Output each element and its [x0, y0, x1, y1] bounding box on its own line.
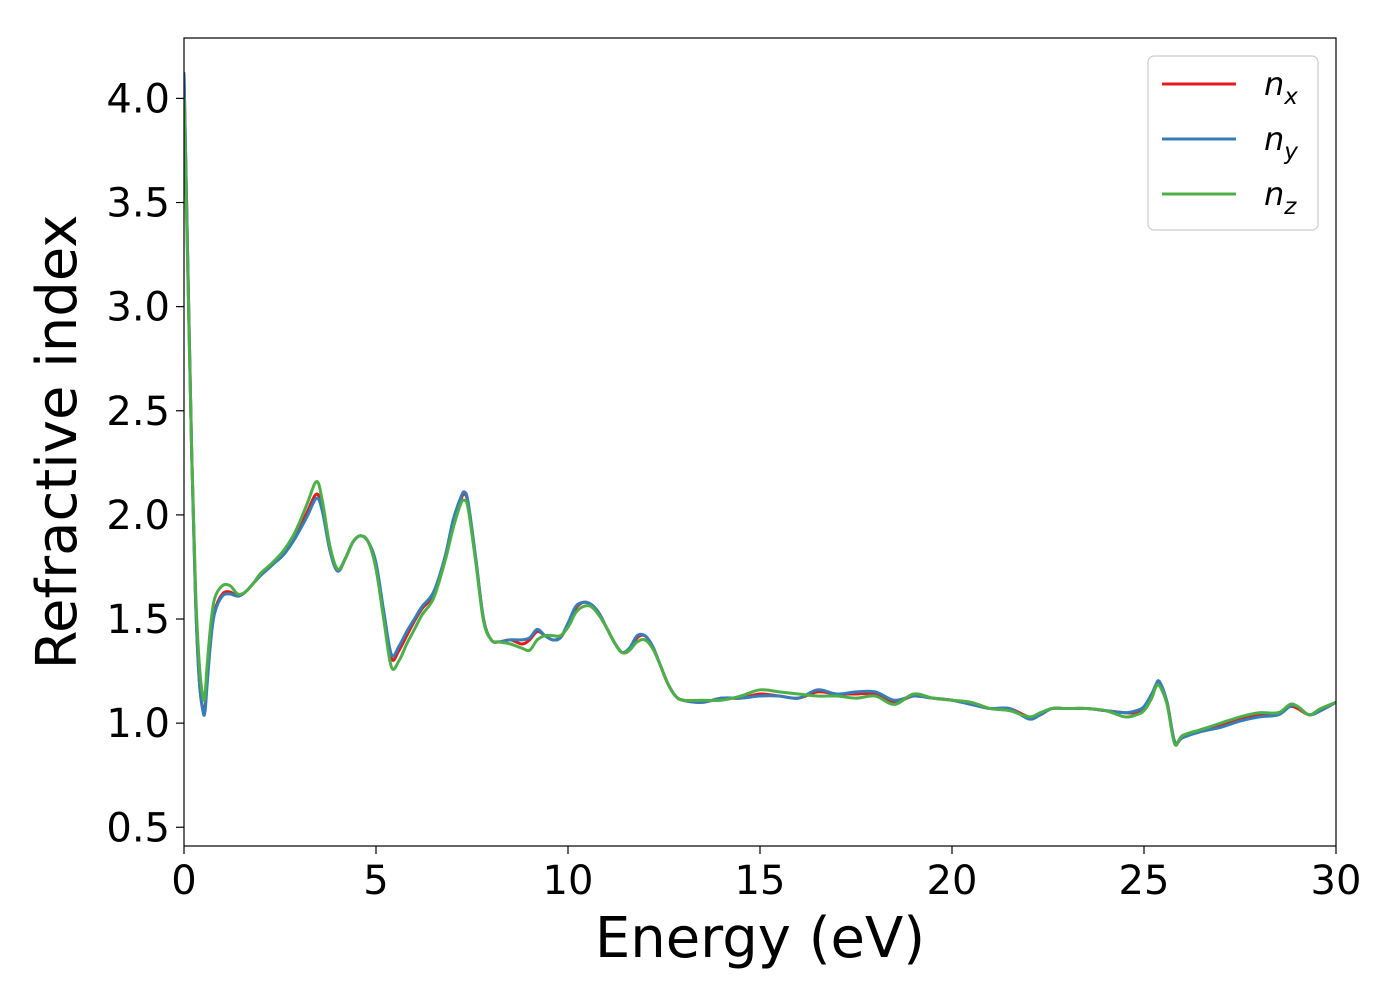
y-tick-label: 3.0 [106, 285, 170, 331]
y-tick-label: 2.0 [106, 493, 170, 539]
x-axis-title: Energy (eV) [595, 906, 925, 971]
x-tick-label: 30 [1311, 858, 1362, 904]
legend-label-ny: ny [1264, 120, 1298, 165]
x-axis: 0 5 10 15 20 25 30 [171, 846, 1361, 904]
legend-items: nx ny nz [1162, 65, 1298, 220]
series-line-ny [184, 71, 1336, 746]
x-tick-label: 5 [363, 858, 388, 904]
series-layer [184, 71, 1336, 747]
x-tick-label: 15 [735, 858, 786, 904]
x-tick-label: 25 [1119, 858, 1170, 904]
y-tick-label: 1.5 [106, 597, 170, 643]
y-tick-label: 1.0 [106, 701, 170, 747]
legend: nx ny nz [1147, 55, 1319, 231]
y-tick-label: 3.5 [106, 181, 170, 227]
y-axis-title: Refractive index [25, 215, 90, 670]
y-axis: 0.5 1.0 1.5 2.0 2.5 3.0 3.5 4.0 [106, 76, 184, 851]
legend-label-nx: nx [1264, 65, 1298, 110]
series-line-nz [184, 96, 1336, 747]
x-tick-label: 20 [927, 858, 978, 904]
legend-label-nz: nz [1264, 175, 1297, 220]
x-tick-label: 0 [171, 858, 196, 904]
y-tick-label: 4.0 [106, 76, 170, 122]
x-tick-label: 10 [543, 858, 594, 904]
legend-box [1147, 55, 1319, 231]
y-tick-label: 0.5 [106, 805, 170, 851]
y-tick-label: 2.5 [106, 389, 170, 435]
